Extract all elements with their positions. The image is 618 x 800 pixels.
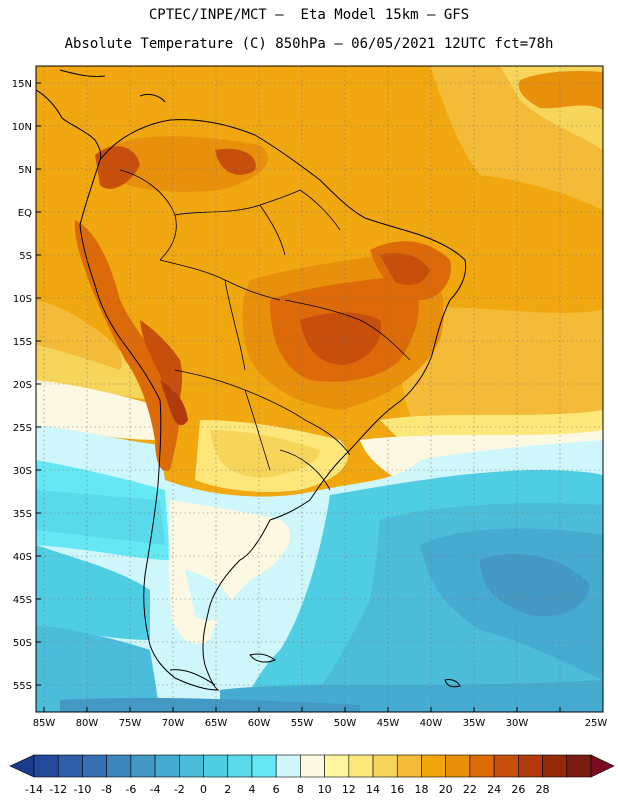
lon-label: 40W <box>420 718 443 729</box>
lat-label: 25S <box>13 423 32 434</box>
lon-label: 35W <box>463 718 486 729</box>
lat-label: 40S <box>13 552 32 563</box>
lon-label: 45W <box>377 718 400 729</box>
colorbar-label: -2 <box>174 783 185 796</box>
colorbar-label: -12 <box>49 783 67 796</box>
colorbar-label: 22 <box>463 783 477 796</box>
colorbar-swatch <box>396 754 422 778</box>
lat-label: 5N <box>18 165 32 176</box>
colorbar-swatch <box>82 754 107 778</box>
lon-label: 25W <box>585 718 608 729</box>
colorbar-label: 10 <box>318 783 332 796</box>
colorbar-label: 6 <box>273 783 280 796</box>
lon-label: 80W <box>76 718 99 729</box>
colorbar-label: 12 <box>342 783 356 796</box>
colorbar-label: -10 <box>73 783 91 796</box>
lat-label: 35S <box>13 509 32 520</box>
lat-axis: 15N 10N 5N EQ 5S 10S 15S 20S 25S 30S 35S… <box>12 79 41 692</box>
colorbar-swatch <box>348 754 374 778</box>
colorbar-swatch <box>469 754 495 778</box>
lon-label: 70W <box>162 718 185 729</box>
colorbar-label: 8 <box>297 783 304 796</box>
lon-label: 50W <box>334 718 357 729</box>
colorbar-swatch <box>518 754 543 778</box>
lat-label: 5S <box>19 251 32 262</box>
colorbar-label: 18 <box>414 783 428 796</box>
lat-label: 45S <box>13 595 32 606</box>
colorbar-swatch <box>227 754 253 778</box>
colorbar-swatch <box>154 754 180 778</box>
lon-label: 60W <box>248 718 271 729</box>
lat-label: 20S <box>13 380 32 391</box>
colorbar-label: 14 <box>366 783 380 796</box>
lat-label: 10S <box>13 294 32 305</box>
colorbar-label: 26 <box>511 783 525 796</box>
colorbar-label: -6 <box>125 783 136 796</box>
lat-label: EQ <box>18 208 32 219</box>
temperature-field <box>36 66 603 712</box>
lat-label: 15S <box>13 337 32 348</box>
colorbar: -14 -12 -10 -8 -6 -4 -2 0 2 4 6 8 10 12 14 16 18 20 22 24 26… <box>9 754 615 796</box>
lon-label: 55W <box>291 718 314 729</box>
colorbar-swatch <box>130 754 156 778</box>
colorbar-swatch <box>445 754 471 778</box>
colorbar-label: 4 <box>248 783 255 796</box>
colorbar-swatch <box>251 754 277 778</box>
colorbar-swatch <box>275 754 301 778</box>
colorbar-label: 0 <box>200 783 207 796</box>
lat-label: 10N <box>12 122 32 133</box>
lon-label: 85W <box>33 718 56 729</box>
lat-label: 15N <box>12 79 32 90</box>
lat-label: 30S <box>13 466 32 477</box>
colorbar-swatch <box>324 754 350 778</box>
colorbar-label: 2 <box>224 783 231 796</box>
title-line-2: Absolute Temperature (C) 850hPa – 06/05/… <box>64 36 554 52</box>
lat-label: 50S <box>13 638 32 649</box>
colorbar-low-arrow <box>9 754 35 778</box>
colorbar-label: 24 <box>487 783 501 796</box>
colorbar-swatch <box>33 754 59 778</box>
colorbar-swatch <box>542 754 568 778</box>
colorbar-swatch <box>372 754 398 778</box>
colorbar-label: -14 <box>25 783 43 796</box>
colorbar-swatch <box>566 754 592 778</box>
country-borders <box>119 169 411 491</box>
colorbar-swatch <box>421 754 446 778</box>
colorbar-label: -8 <box>101 783 112 796</box>
colorbar-swatch <box>106 754 132 778</box>
lon-label: 30W <box>506 718 529 729</box>
colorbar-swatch <box>179 754 204 778</box>
colorbar-label: -4 <box>150 783 161 796</box>
colorbar-swatch <box>493 754 519 778</box>
coastline-outline <box>36 69 467 691</box>
lon-axis: 85W 80W 75W 70W 65W 60W 55W 50W 45W 40W … <box>33 707 608 729</box>
colorbar-label: 20 <box>439 783 453 796</box>
lon-label: 65W <box>205 718 228 729</box>
map-frame <box>35 65 604 713</box>
colorbar-high-arrow <box>590 754 615 778</box>
colorbar-swatch <box>203 754 229 778</box>
colorbar-label: 16 <box>390 783 404 796</box>
colorbar-swatch <box>300 754 325 778</box>
colorbar-label: 28 <box>536 783 550 796</box>
lat-label: 55S <box>13 681 32 692</box>
colorbar-swatch <box>57 754 83 778</box>
lat-lon-grid <box>36 66 603 712</box>
title-line-1: CPTEC/INPE/MCT – Eta Model 15km – GFS <box>148 7 470 23</box>
lon-label: 75W <box>119 718 142 729</box>
